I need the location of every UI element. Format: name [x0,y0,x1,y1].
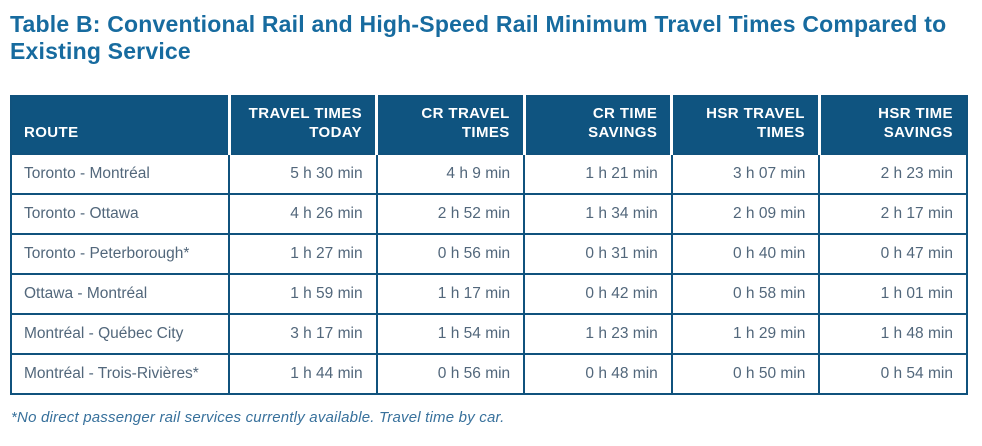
time-cell: 1 h 44 min [228,352,378,395]
time-cell: 0 h 48 min [523,352,673,395]
table-row: Toronto - Ottawa 4 h 26 min 2 h 52 min 1 h … [10,192,968,235]
time-cell: 2 h 17 min [818,192,968,235]
route-cell: Toronto - Ottawa [10,192,230,235]
table-body: Toronto - Montréal 5 h 30 min 4 h 9 min 1 h… [10,152,968,395]
column-header: CR TRAVEL TIMES [375,96,525,154]
travel-times-table: ROUTE TRAVEL TIMES TODAY CR TRAVEL TIMES CR… [10,95,968,395]
table-row: Montréal - Québec City 3 h 17 min 1 h 54 m… [10,312,968,355]
time-cell: 0 h 56 min [375,232,526,275]
time-cell: 0 h 40 min [670,232,821,275]
time-cell: 1 h 59 min [228,272,378,315]
time-cell: 5 h 30 min [228,152,378,195]
time-cell: 1 h 54 min [375,312,526,355]
table-title: Table B: Conventional Rail and High-Spee… [10,11,947,65]
time-cell: 3 h 07 min [670,152,821,195]
header-row: ROUTE TRAVEL TIMES TODAY CR TRAVEL TIMES CR… [11,96,967,154]
time-cell: 1 h 01 min [818,272,968,315]
time-cell: 0 h 50 min [670,352,821,395]
route-cell: Montréal - Trois-Rivières* [10,352,230,395]
time-cell: 0 h 42 min [523,272,673,315]
column-header: HSR TIME SAVINGS [817,96,967,154]
time-cell: 2 h 09 min [670,192,821,235]
route-cell: Toronto - Montréal [10,152,230,195]
table-header: ROUTE TRAVEL TIMES TODAY CR TRAVEL TIMES CR… [11,96,967,154]
time-cell: 1 h 23 min [523,312,673,355]
time-cell: 0 h 58 min [670,272,821,315]
time-cell: 1 h 34 min [523,192,673,235]
table-row: Toronto - Montréal 5 h 30 min 4 h 9 min 1 h… [10,152,968,195]
time-cell: 2 h 23 min [818,152,968,195]
table-row: Ottawa - Montréal 1 h 59 min 1 h 17 min 0 h… [10,272,968,315]
time-cell: 0 h 47 min [818,232,968,275]
time-cell: 1 h 27 min [228,232,378,275]
column-header-route: ROUTE [11,96,229,154]
time-cell: 0 h 54 min [818,352,968,395]
table-footnote: *No direct passenger rail services curre… [11,408,505,426]
time-cell: 1 h 21 min [523,152,673,195]
column-header: TRAVEL TIMES TODAY [227,96,377,154]
route-cell: Montréal - Québec City [10,312,230,355]
time-cell: 3 h 17 min [228,312,378,355]
column-header: CR TIME SAVINGS [522,96,672,154]
time-cell: 1 h 48 min [818,312,968,355]
time-cell: 1 h 29 min [670,312,821,355]
column-header: HSR TRAVEL TIMES [670,96,820,154]
time-cell: 4 h 26 min [228,192,378,235]
time-cell: 0 h 31 min [523,232,673,275]
route-cell: Toronto - Peterborough* [10,232,230,275]
table-row: Montréal - Trois-Rivières* 1 h 44 min 0 h … [10,352,968,395]
time-cell: 0 h 56 min [375,352,526,395]
time-cell: 1 h 17 min [375,272,526,315]
route-cell: Ottawa - Montréal [10,272,230,315]
time-cell: 4 h 9 min [375,152,526,195]
table-row: Toronto - Peterborough* 1 h 27 min 0 h 56 … [10,232,968,275]
time-cell: 2 h 52 min [375,192,526,235]
